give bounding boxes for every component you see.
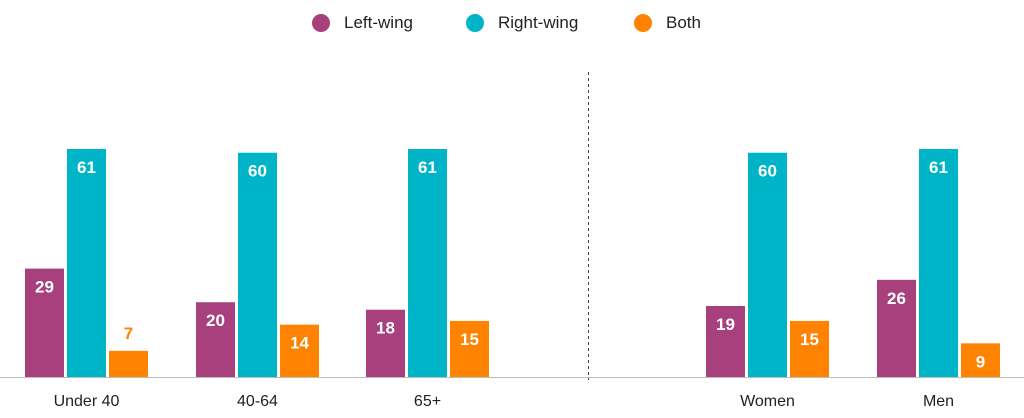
data-label-both-men: 9 [976,352,985,371]
legend-label-right-wing: Right-wing [498,13,579,32]
bar-both-men [961,343,1000,377]
bar-left-wing-40-64 [196,302,235,377]
category-label-65: 65+ [414,393,441,410]
data-label-both-under-40: 7 [124,324,133,343]
bar-left-wing-women [706,305,745,377]
category-label-men: Men [923,393,954,410]
bar-right-wing-men [919,149,958,377]
legend-swatch-both [634,14,652,32]
bar-both-women [790,320,829,377]
data-label-left-wing-65: 18 [376,319,395,338]
data-label-right-wing-under-40: 61 [77,158,96,177]
bar-left-wing-65 [366,309,405,377]
bar-right-wing-women [748,152,787,377]
data-label-both-40-64: 14 [290,334,309,353]
legend-item-both: Both [634,8,701,38]
legend-item-left-wing: Left-wing [312,8,413,38]
legend-swatch-left-wing [312,14,330,32]
data-label-both-65: 15 [460,330,479,349]
legend-swatch-right-wing [466,14,484,32]
data-label-right-wing-40-64: 60 [248,162,267,181]
legend-label-both: Both [666,13,701,32]
bar-right-wing-40-64 [238,152,277,377]
bar-right-wing-under-40 [67,149,106,377]
legend-label-left-wing: Left-wing [344,13,413,32]
bar-both-under-40 [109,350,148,377]
bar-both-40-64 [280,324,319,377]
category-label-under-40: Under 40 [54,393,120,410]
data-label-right-wing-men: 61 [929,158,948,177]
data-label-left-wing-women: 19 [716,315,735,334]
data-label-left-wing-under-40: 29 [35,278,54,297]
bar-left-wing-men [877,279,916,377]
data-label-left-wing-men: 26 [887,289,906,308]
category-label-40-64: 40-64 [237,393,278,410]
legend: Left-wing Right-wing Both [0,8,1024,38]
bar-right-wing-65 [408,149,447,377]
data-label-both-women: 15 [800,330,819,349]
legend-item-right-wing: Right-wing [466,8,578,38]
data-label-left-wing-40-64: 20 [206,311,225,330]
bar-both-65 [450,320,489,377]
category-label-women: Women [740,393,795,410]
bar-left-wing-under-40 [25,268,64,377]
data-label-right-wing-65: 61 [418,158,437,177]
data-label-right-wing-women: 60 [758,162,777,181]
